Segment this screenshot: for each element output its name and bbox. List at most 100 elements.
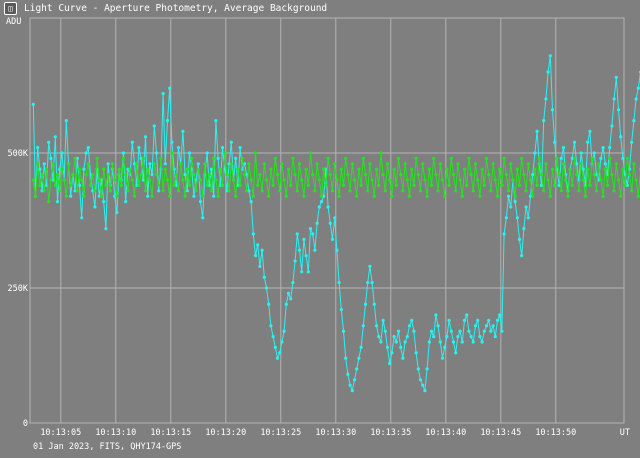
data-point <box>469 335 473 339</box>
data-point <box>432 335 436 339</box>
data-point <box>135 162 139 166</box>
data-point <box>610 124 614 128</box>
data-point <box>198 200 203 204</box>
data-point <box>599 178 603 182</box>
series-1 <box>31 151 640 204</box>
data-point <box>168 194 172 198</box>
data-point <box>619 194 623 198</box>
data-point <box>434 313 438 317</box>
data-point <box>577 189 581 193</box>
data-point <box>341 183 346 187</box>
data-point <box>432 156 436 160</box>
data-point <box>531 173 535 177</box>
data-point <box>229 140 233 144</box>
data-point <box>355 194 359 198</box>
data-point <box>566 194 570 198</box>
data-point <box>124 200 128 204</box>
data-point <box>295 189 299 193</box>
data-point <box>317 178 321 182</box>
data-point <box>300 270 304 274</box>
data-point <box>346 173 350 177</box>
data-point <box>88 183 93 187</box>
data-point <box>139 156 143 160</box>
data-point <box>234 194 238 198</box>
data-point <box>588 129 592 133</box>
data-point <box>603 162 607 166</box>
data-point <box>80 178 84 182</box>
data-point <box>77 183 82 187</box>
data-point <box>220 183 225 187</box>
data-point <box>119 183 123 187</box>
data-point <box>60 151 64 155</box>
data-point <box>482 183 486 187</box>
data-point <box>487 173 491 177</box>
data-point <box>102 200 106 204</box>
data-point <box>454 351 458 355</box>
data-point <box>480 167 484 171</box>
data-point <box>511 178 515 182</box>
data-point <box>392 167 396 171</box>
data-point <box>561 146 566 150</box>
data-point <box>557 183 561 187</box>
data-point <box>278 189 282 193</box>
data-point <box>425 194 429 198</box>
data-point <box>487 318 491 322</box>
data-point <box>260 248 264 252</box>
data-point <box>476 178 480 182</box>
data-point <box>608 146 612 150</box>
data-point <box>361 156 365 160</box>
data-point <box>559 189 563 193</box>
data-point <box>359 345 363 349</box>
data-point <box>330 237 335 241</box>
data-point <box>38 167 42 171</box>
data-point <box>522 173 526 177</box>
data-point <box>267 302 271 306</box>
data-point <box>269 324 273 328</box>
data-point <box>172 183 176 187</box>
data-point <box>271 183 275 187</box>
data-point <box>425 367 429 371</box>
data-point <box>304 167 308 171</box>
data-point <box>544 162 548 166</box>
data-point <box>544 97 548 101</box>
data-point <box>407 194 412 198</box>
data-point <box>183 194 187 198</box>
x-tick-label: 10:13:45 <box>480 428 521 438</box>
data-point <box>225 189 229 193</box>
data-point <box>528 178 533 182</box>
data-point <box>366 189 370 193</box>
data-point <box>209 167 214 171</box>
data-point <box>187 183 192 187</box>
data-point <box>575 173 579 177</box>
data-point <box>273 345 277 349</box>
data-point <box>82 194 86 198</box>
data-point <box>104 183 108 187</box>
data-point <box>473 162 478 166</box>
data-point <box>117 167 121 171</box>
data-point <box>355 367 359 371</box>
data-point <box>306 270 310 274</box>
data-point <box>282 329 286 333</box>
data-point <box>271 335 275 339</box>
data-point <box>476 318 480 322</box>
data-point <box>174 173 178 177</box>
data-point <box>152 124 156 128</box>
data-point <box>467 156 471 160</box>
data-point <box>438 162 442 166</box>
data-point <box>357 356 361 360</box>
data-point <box>148 162 152 166</box>
data-point <box>630 140 634 144</box>
data-point <box>82 167 86 171</box>
data-point <box>467 329 471 333</box>
data-point <box>311 232 315 236</box>
data-point <box>513 200 517 204</box>
data-point <box>546 70 550 74</box>
data-point <box>478 194 482 198</box>
data-point <box>146 167 150 171</box>
data-point <box>97 178 101 182</box>
data-point <box>339 167 343 171</box>
data-point <box>80 216 84 220</box>
app-icon[interactable]: ◫ <box>4 1 17 15</box>
data-point <box>106 173 110 177</box>
data-point <box>185 189 189 193</box>
